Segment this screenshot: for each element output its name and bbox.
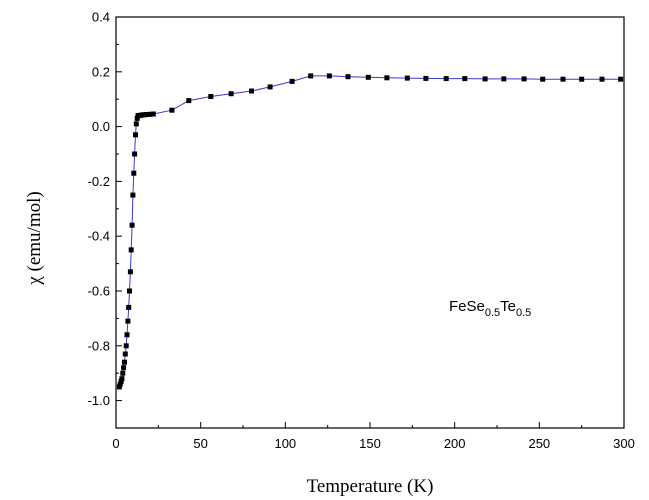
data-point (326, 73, 332, 79)
data-point (133, 132, 138, 138)
compound-label-sub2: 0.5 (516, 307, 531, 319)
data-point (130, 192, 136, 198)
data-point (147, 111, 153, 117)
data-point (384, 75, 390, 81)
y-tick-label: 0.0 (92, 119, 110, 134)
data-point (521, 76, 527, 82)
y-tick-label: 0.4 (92, 10, 110, 25)
data-point (118, 378, 124, 384)
data-point (127, 288, 132, 294)
x-tick-label: 300 (613, 436, 635, 451)
data-point (123, 343, 129, 349)
data-point (133, 121, 139, 127)
data-point (365, 74, 371, 80)
compound-label: FeSe0.5Te0.5 (449, 298, 531, 319)
y-tick-label: -0.4 (88, 229, 110, 244)
data-point (150, 111, 156, 117)
x-tick-label: 0 (112, 436, 119, 451)
data-point (125, 318, 131, 324)
compound-label-sub1: 0.5 (485, 307, 500, 319)
data-point (228, 91, 234, 97)
data-point (289, 78, 295, 84)
data-point (423, 75, 429, 81)
data-point (345, 74, 351, 80)
data-point (579, 76, 585, 82)
data-point (120, 370, 126, 376)
compound-label-fese: FeSe (449, 298, 485, 315)
data-point (186, 98, 192, 104)
data-point (560, 76, 566, 82)
data-point (131, 170, 137, 176)
data-point (117, 381, 123, 387)
x-tick-label: 50 (193, 436, 207, 451)
data-point (249, 88, 254, 94)
data-point (121, 365, 127, 371)
data-point (443, 76, 449, 82)
data-point (482, 76, 488, 82)
x-tick-label: 150 (359, 436, 381, 451)
y-tick-label: 0.2 (92, 64, 110, 79)
data-point (501, 76, 507, 82)
data-point (116, 384, 122, 390)
compound-label-te: Te (500, 298, 516, 315)
data-point (127, 269, 133, 275)
data-point (119, 376, 125, 382)
y-tick-label: -1.0 (88, 393, 110, 408)
y-tick-label: -0.8 (88, 338, 110, 353)
data-point (462, 76, 468, 82)
data-point (122, 359, 127, 365)
x-axis-title: Temperature (K) (307, 476, 434, 497)
data-point (128, 247, 134, 253)
data-point (122, 351, 128, 357)
x-tick-label: 100 (274, 436, 296, 451)
data-point (132, 151, 138, 157)
data-point (267, 84, 273, 90)
data-point (208, 94, 214, 99)
data-point (404, 75, 410, 81)
data-point (540, 76, 546, 82)
data-point (129, 222, 135, 228)
data-point (618, 76, 624, 82)
y-axis-title: χ (emu/mol) (24, 191, 45, 285)
y-tick-label: -0.2 (88, 174, 110, 189)
data-point (124, 332, 130, 338)
series-line (118, 75, 621, 388)
x-tick-label: 200 (444, 436, 466, 451)
x-tick-label: 250 (528, 436, 550, 451)
data-point (126, 304, 132, 310)
data-point (599, 76, 605, 82)
data-point (134, 115, 140, 121)
data-point (169, 107, 175, 113)
y-tick-label: -0.6 (88, 284, 110, 299)
data-point (308, 73, 314, 79)
